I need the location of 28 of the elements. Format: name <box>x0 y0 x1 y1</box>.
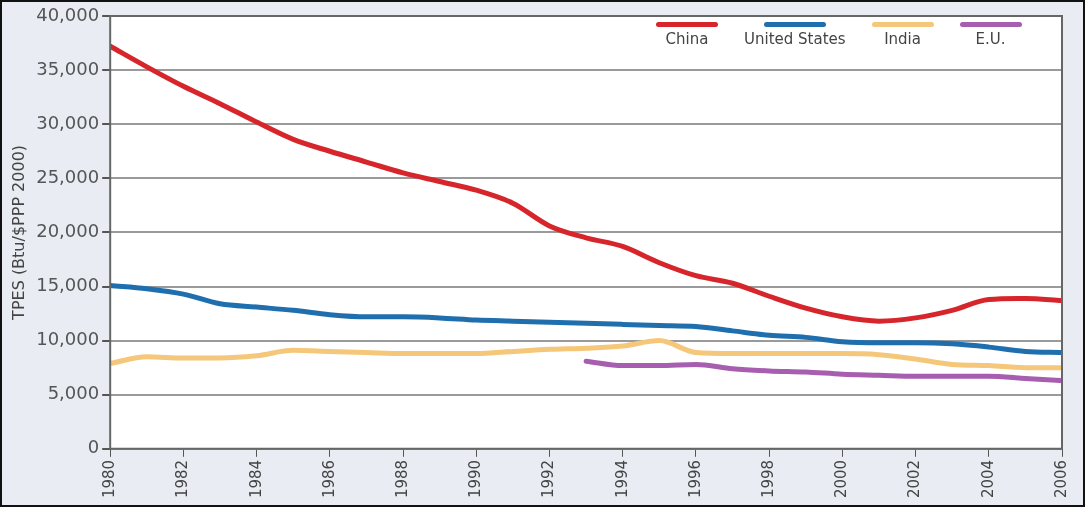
x-tick-label: 2006 <box>1051 459 1070 499</box>
x-tick-label: 2002 <box>905 459 924 499</box>
x-tick-label: 2004 <box>978 459 997 499</box>
y-tick-label: 40,000 <box>36 3 100 25</box>
legend-label: E.U. <box>975 30 1006 48</box>
x-tick-label: 1984 <box>246 459 265 499</box>
legend-label: India <box>884 30 921 48</box>
y-tick-label: 15,000 <box>36 274 100 296</box>
legend-label: China <box>665 30 709 48</box>
y-tick-label: 25,000 <box>36 165 100 187</box>
legend-label: United States <box>744 30 846 48</box>
y-axis-title: TPES (Btu/$PPP 2000) <box>8 144 28 321</box>
x-tick-label: 1992 <box>539 459 558 499</box>
x-tick-label: 1986 <box>319 459 338 499</box>
x-tick-label: 1998 <box>759 459 778 499</box>
y-tick-label: 30,000 <box>36 111 100 133</box>
x-tick-label: 2000 <box>832 459 851 499</box>
y-tick-label: 0 <box>87 436 100 458</box>
x-tick-label: 1990 <box>466 459 485 499</box>
x-tick-label: 1994 <box>612 459 631 499</box>
x-tick-label: 1980 <box>100 459 119 499</box>
y-tick-label: 5,000 <box>47 382 100 404</box>
y-tick-label: 35,000 <box>36 57 100 79</box>
x-tick-label: 1988 <box>392 459 411 499</box>
y-tick-label: 20,000 <box>36 220 100 242</box>
y-tick-label: 10,000 <box>36 328 100 350</box>
x-tick-label: 1996 <box>685 459 704 499</box>
x-tick-label: 1982 <box>173 459 192 499</box>
